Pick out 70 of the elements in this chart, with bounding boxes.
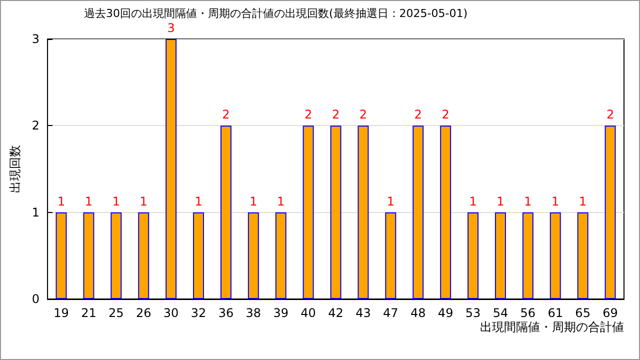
bar (412, 126, 424, 299)
data-label: 1 (579, 194, 587, 208)
data-label: 1 (524, 194, 532, 208)
data-label: 1 (277, 194, 285, 208)
bar (550, 212, 561, 299)
x-tick-label: 26 (136, 306, 152, 320)
x-tick-label: 56 (520, 306, 536, 320)
y-tick-label: 1 (32, 205, 40, 220)
data-label: 1 (250, 194, 258, 208)
data-label: 2 (304, 108, 312, 122)
bar (522, 212, 534, 299)
bar (220, 126, 232, 299)
data-label: 1 (112, 194, 120, 208)
bar (302, 126, 314, 299)
bar (358, 126, 369, 299)
x-axis-title: 出現間隔値・周期の合計値 (480, 320, 624, 334)
x-tick-label: 25 (108, 306, 124, 320)
bar (83, 212, 94, 299)
data-label: 1 (84, 194, 93, 208)
x-tick-label: 30 (163, 306, 179, 320)
data-label: 1 (57, 194, 66, 208)
data-label: 1 (469, 194, 477, 208)
x-tick-label: 39 (273, 306, 289, 320)
y-tick-label: 0 (32, 292, 40, 306)
bar (138, 212, 150, 299)
bar (193, 212, 204, 299)
data-label: 2 (359, 108, 368, 122)
bar (604, 126, 616, 299)
data-label: 2 (414, 108, 422, 122)
x-tick-label: 69 (602, 306, 618, 320)
bar (385, 212, 396, 299)
bar (494, 212, 506, 299)
bar (468, 212, 479, 299)
bar (440, 126, 452, 299)
data-label: 2 (332, 108, 340, 122)
data-label: 2 (606, 108, 614, 122)
x-tick-label: 19 (54, 306, 69, 320)
bar (275, 212, 286, 299)
bar (577, 212, 588, 299)
x-tick-label: 53 (465, 306, 481, 320)
x-tick-label: 54 (492, 306, 508, 320)
x-tick-label: 65 (575, 306, 590, 320)
bar (56, 212, 67, 299)
x-tick-label: 36 (218, 306, 234, 320)
x-tick-label: 42 (328, 306, 344, 320)
data-label: 3 (167, 21, 175, 35)
x-tick-label: 47 (383, 306, 398, 320)
y-tick-label: 3 (32, 32, 40, 46)
bar (110, 212, 122, 299)
data-label: 2 (222, 108, 230, 122)
data-label: 2 (442, 108, 450, 122)
x-tick-label: 61 (548, 306, 564, 320)
bar (248, 212, 259, 299)
bar (166, 39, 177, 299)
data-label: 1 (194, 194, 202, 208)
data-label: 1 (140, 194, 148, 208)
y-tick-label: 2 (32, 118, 40, 133)
data-label: 1 (552, 194, 560, 208)
x-tick-label: 40 (300, 306, 316, 320)
x-tick-label: 48 (410, 306, 426, 320)
chart-title: 過去30回の出現間隔値・周期の合計値の出現回数(最終抽選日：2025-05-01) (84, 7, 468, 20)
x-tick-label: 43 (356, 306, 371, 320)
x-tick-label: 32 (190, 306, 206, 320)
data-label: 1 (496, 194, 504, 208)
bar (330, 126, 342, 299)
x-tick-label: 38 (246, 306, 262, 320)
y-axis-title: 出現回数 (8, 145, 22, 193)
x-tick-label: 21 (81, 306, 96, 320)
data-label: 1 (386, 194, 394, 208)
x-tick-label: 49 (438, 306, 454, 320)
